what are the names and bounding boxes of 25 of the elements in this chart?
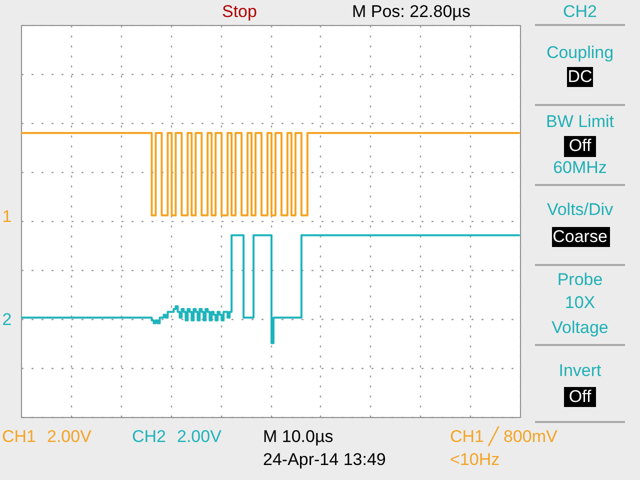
text: Off <box>568 136 592 155</box>
text: 2.00V <box>47 427 92 446</box>
text: Stop <box>222 2 257 21</box>
text: CH1 <box>2 427 36 446</box>
text: Coupling <box>546 43 614 62</box>
text: 2 <box>2 310 12 329</box>
text: CH2 <box>132 427 166 446</box>
text: 24-Apr-14 13:49 <box>263 450 386 469</box>
text: M 10.0µs <box>263 427 334 446</box>
text: M Pos: 22.80µs <box>352 2 470 21</box>
text: DC <box>568 67 592 86</box>
text: Probe <box>557 270 603 289</box>
text: 2.00V <box>177 427 222 446</box>
text: 10X <box>564 293 596 312</box>
text: Invert <box>558 361 602 380</box>
text: Coarse <box>552 227 608 246</box>
text: CH2 <box>562 2 598 21</box>
text: <10Hz <box>450 450 500 469</box>
text: 60MHz <box>553 158 607 177</box>
text: BW Limit <box>546 112 614 131</box>
text: Voltage <box>552 318 608 337</box>
text: Volts/Div <box>546 200 614 219</box>
text: CH1 ╱ 800mV <box>450 426 558 447</box>
text: 1 <box>2 207 12 226</box>
text: Off <box>568 387 592 406</box>
